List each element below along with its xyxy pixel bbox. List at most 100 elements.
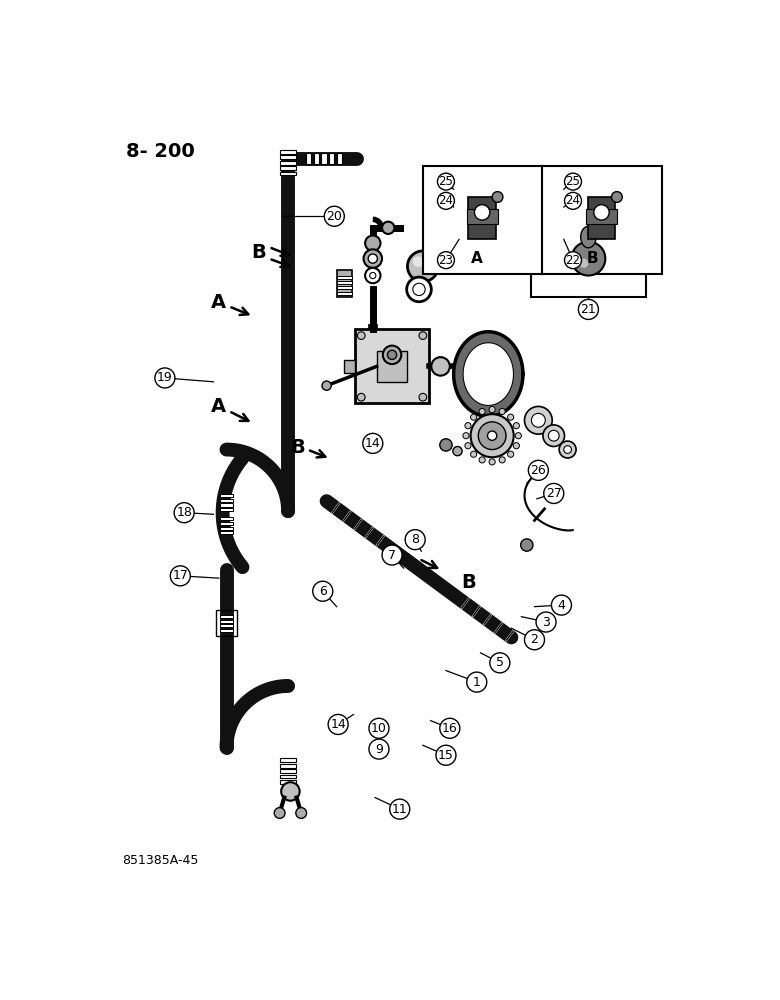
Circle shape: [559, 441, 576, 458]
Circle shape: [580, 259, 588, 268]
Circle shape: [565, 173, 581, 190]
Circle shape: [363, 249, 382, 268]
Bar: [220, 494, 233, 497]
Circle shape: [370, 272, 376, 279]
Bar: [468, 197, 496, 239]
Text: 14: 14: [365, 437, 381, 450]
Text: B: B: [587, 251, 598, 266]
Bar: [337, 292, 352, 295]
Text: 17: 17: [172, 569, 188, 582]
Circle shape: [492, 192, 503, 202]
Text: 24: 24: [566, 194, 580, 207]
Text: 16: 16: [442, 722, 458, 735]
Circle shape: [531, 413, 545, 427]
Bar: [220, 615, 233, 618]
Circle shape: [174, 503, 194, 523]
Bar: [220, 531, 233, 534]
Circle shape: [419, 393, 427, 401]
Circle shape: [155, 368, 175, 388]
Bar: [220, 620, 233, 623]
Text: 25: 25: [566, 175, 580, 188]
Text: A: A: [211, 397, 226, 416]
Circle shape: [328, 714, 348, 734]
Text: 3: 3: [542, 616, 550, 629]
Circle shape: [520, 539, 533, 551]
Polygon shape: [463, 343, 513, 405]
Circle shape: [383, 346, 401, 364]
Bar: [220, 517, 233, 520]
Circle shape: [296, 808, 307, 818]
Bar: [337, 153, 342, 164]
Circle shape: [413, 256, 424, 267]
Circle shape: [548, 430, 559, 441]
Circle shape: [438, 252, 455, 269]
Text: 23: 23: [438, 254, 453, 267]
Bar: [220, 508, 233, 511]
Polygon shape: [454, 332, 523, 416]
Circle shape: [281, 782, 300, 801]
Bar: [586, 209, 617, 224]
Circle shape: [440, 718, 459, 738]
Bar: [280, 774, 296, 778]
Circle shape: [463, 433, 469, 439]
Bar: [337, 286, 352, 289]
Bar: [306, 153, 311, 164]
Circle shape: [465, 423, 471, 429]
Circle shape: [478, 422, 506, 450]
Bar: [587, 197, 615, 239]
Bar: [329, 153, 335, 164]
Circle shape: [488, 431, 497, 440]
Bar: [423, 166, 661, 274]
Circle shape: [524, 406, 552, 434]
Circle shape: [543, 425, 565, 446]
Circle shape: [528, 460, 548, 480]
Bar: [337, 270, 352, 297]
Circle shape: [565, 192, 581, 209]
Bar: [220, 503, 233, 507]
Text: 6: 6: [319, 585, 327, 598]
Circle shape: [612, 192, 622, 202]
Circle shape: [431, 357, 450, 376]
Bar: [355, 329, 429, 403]
Circle shape: [516, 433, 521, 439]
Text: 14: 14: [330, 718, 346, 731]
Circle shape: [474, 205, 490, 220]
Circle shape: [407, 251, 438, 282]
Text: A: A: [211, 293, 226, 312]
Circle shape: [322, 381, 332, 390]
Circle shape: [524, 630, 544, 650]
Polygon shape: [581, 226, 596, 248]
Circle shape: [170, 566, 190, 586]
Circle shape: [499, 408, 505, 415]
Text: 1: 1: [473, 676, 480, 689]
Circle shape: [357, 332, 365, 339]
Circle shape: [508, 451, 514, 457]
Text: 26: 26: [530, 464, 546, 477]
Text: 27: 27: [546, 487, 562, 500]
Circle shape: [470, 414, 477, 420]
Circle shape: [368, 254, 378, 263]
Circle shape: [594, 205, 609, 220]
Circle shape: [544, 483, 564, 503]
Circle shape: [466, 672, 487, 692]
Circle shape: [470, 414, 514, 457]
Text: 2: 2: [530, 633, 538, 646]
Circle shape: [369, 718, 389, 738]
Circle shape: [438, 192, 455, 209]
Circle shape: [470, 451, 477, 457]
Text: 5: 5: [496, 656, 504, 669]
Bar: [280, 166, 296, 170]
Text: 7: 7: [388, 549, 396, 562]
Circle shape: [363, 433, 383, 453]
Circle shape: [489, 459, 495, 465]
Bar: [280, 155, 296, 159]
Bar: [217, 610, 236, 636]
Bar: [314, 153, 319, 164]
Bar: [280, 764, 296, 768]
Bar: [280, 769, 296, 773]
Text: 24: 24: [438, 194, 453, 207]
Bar: [280, 172, 296, 175]
Circle shape: [513, 423, 519, 429]
Circle shape: [564, 446, 572, 453]
Circle shape: [565, 252, 581, 269]
